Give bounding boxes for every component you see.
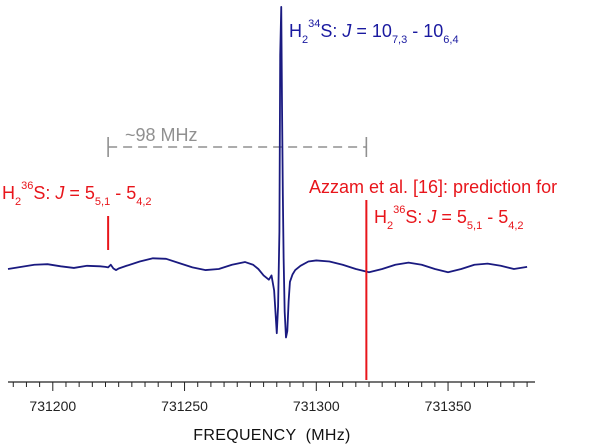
azzam-j: J <box>426 207 437 227</box>
azzam-mid: S: <box>405 207 427 227</box>
azzam-sup1: 36 <box>393 204 405 216</box>
h234s-eq: = 10 <box>351 21 392 41</box>
h234s-sub1: 2 <box>302 34 308 46</box>
h236s-left-eq: = 5 <box>64 183 95 203</box>
spectrum-line <box>7 5 528 339</box>
tick-label: 731300 <box>293 398 340 414</box>
azzam-sub1: 2 <box>387 220 393 232</box>
h236s-left-sup1: 36 <box>21 180 33 192</box>
h234s-sub3: 6,4 <box>443 34 458 46</box>
h236s-left-j: J <box>54 183 65 203</box>
tick-label: 731250 <box>161 398 208 414</box>
azzam-label-line1: Azzam et al. [16]: prediction for <box>309 177 557 197</box>
tick-label: 731350 <box>425 398 472 414</box>
azzam-sub3: 4,2 <box>508 220 523 232</box>
h234s-j: J <box>341 21 352 41</box>
h234s-dash: - 10 <box>407 21 443 41</box>
tick-labels: 731200 731250 731300 731350 <box>29 398 471 414</box>
x-axis: 731200 731250 731300 731350 FREQUENCY (M… <box>8 381 535 444</box>
h234s-sup1: 34 <box>308 18 320 30</box>
azzam-dash: - 5 <box>482 207 508 227</box>
azzam-label-line2: H236S: J = 55,1 - 54,2 <box>374 204 524 232</box>
h234s-lead: H <box>289 21 302 41</box>
x-axis-label: FREQUENCY (MHz) <box>193 427 350 444</box>
h236s-left-lead: H <box>2 183 15 203</box>
h236s-left-label: H236S: J = 55,1 - 54,2 <box>2 180 152 208</box>
h236s-left-sub2: 5,1 <box>95 196 110 208</box>
minor-ticks <box>12 382 528 387</box>
tick-label: 731200 <box>29 398 76 414</box>
gap-marker: ~98 MHz <box>107 125 368 157</box>
major-ticks <box>52 382 449 391</box>
h236s-left-sub3: 4,2 <box>136 196 151 208</box>
azzam-lead: H <box>374 207 387 227</box>
h236s-left-mid: S: <box>33 183 55 203</box>
azzam-eq: = 5 <box>436 207 467 227</box>
azzam-sub2: 5,1 <box>467 220 482 232</box>
h234s-mid: S: <box>320 21 342 41</box>
gap-label: ~98 MHz <box>125 125 198 145</box>
h236s-left-dash: - 5 <box>110 183 136 203</box>
h236s-left-sub1: 2 <box>15 196 21 208</box>
h234s-sub2: 7,3 <box>392 34 407 46</box>
h234s-label: H234S: J = 107,3 - 106,4 <box>289 18 459 46</box>
